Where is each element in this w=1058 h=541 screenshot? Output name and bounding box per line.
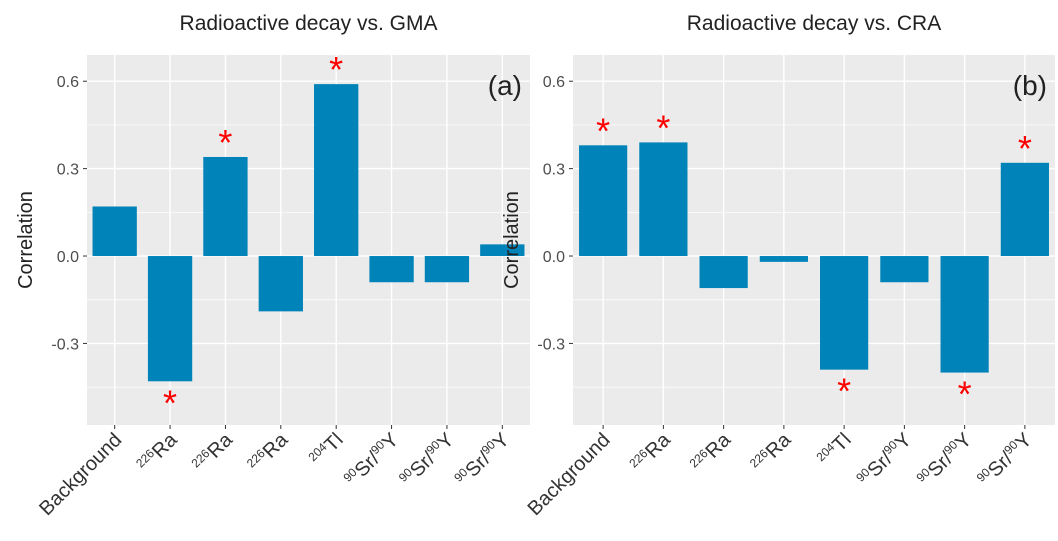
bar <box>940 256 989 373</box>
x-tick-label: 204Tl <box>813 428 855 470</box>
significance-marker: * <box>1018 128 1032 169</box>
panel-label: (a) <box>488 70 522 101</box>
significance-marker: * <box>837 371 851 412</box>
bar <box>699 256 748 289</box>
y-axis-label: Correlation <box>15 191 37 289</box>
significance-marker: * <box>218 122 232 163</box>
bar <box>880 256 929 283</box>
x-tick-label: 226Ra <box>687 428 736 477</box>
x-tick-label: Background <box>35 429 126 520</box>
y-tick-label: 0.6 <box>543 74 565 91</box>
significance-marker: * <box>329 49 343 90</box>
x-tick-label: 226Ra <box>188 428 237 477</box>
x-tick-label: 90Sr/90Y <box>913 428 976 491</box>
chart-title: Radioactive decay vs. GMA <box>180 12 438 35</box>
significance-marker: * <box>656 107 670 148</box>
x-tick-label: Background <box>524 429 615 520</box>
bar <box>424 256 470 283</box>
significance-marker: * <box>958 374 972 415</box>
x-tick-label: 90Sr/90Y <box>396 428 459 491</box>
y-tick-label: 0.3 <box>543 162 565 179</box>
x-tick-label: 226Ra <box>626 428 675 477</box>
bar <box>1000 162 1049 257</box>
x-tick-label: 90Sr/90Y <box>853 428 916 491</box>
x-tick-label: 90Sr/90Y <box>974 428 1037 491</box>
bar <box>759 256 808 262</box>
bar <box>203 156 248 257</box>
bar <box>820 256 869 370</box>
y-tick-label: -0.3 <box>537 336 565 353</box>
y-tick-label: 0.0 <box>543 249 565 266</box>
bar <box>480 244 525 257</box>
bar <box>258 256 303 312</box>
x-tick-label: 226Ra <box>133 428 182 477</box>
y-axis-label: Correlation <box>501 191 523 289</box>
bar <box>639 142 688 257</box>
panel-label: (b) <box>1013 70 1047 101</box>
bar <box>369 256 414 283</box>
x-tick-label: 90Sr/90Y <box>451 428 514 491</box>
y-tick-label: -0.3 <box>51 336 79 353</box>
chart-title: Radioactive decay vs. CRA <box>687 12 941 35</box>
x-tick-label: 226Ra <box>747 428 796 477</box>
y-tick-label: 0.6 <box>57 74 79 91</box>
y-tick-label: 0.3 <box>57 162 79 179</box>
bar <box>579 145 628 257</box>
y-tick-label: 0.0 <box>57 249 79 266</box>
x-tick-label: 90Sr/90Y <box>340 428 403 491</box>
significance-marker: * <box>163 382 177 423</box>
bar <box>314 84 359 257</box>
x-tick-label: 204Tl <box>306 428 348 470</box>
bar <box>147 256 193 382</box>
significance-marker: * <box>596 110 610 151</box>
x-tick-label: 226Ra <box>244 428 293 477</box>
bar <box>92 206 137 257</box>
